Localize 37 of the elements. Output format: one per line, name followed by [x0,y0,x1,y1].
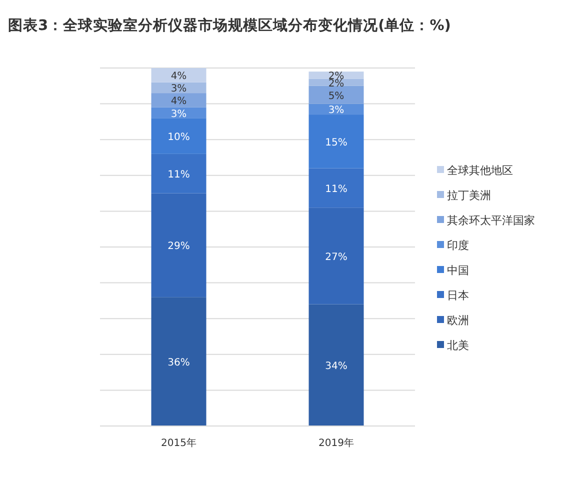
data-label: 34% [325,361,348,372]
legend-label: 中国 [447,264,469,277]
legend-label: 欧洲 [447,314,469,327]
data-label: 4% [170,96,187,108]
x-tick-label: 2015年 [161,437,196,449]
data-label: 11% [168,170,190,181]
legend-label: 全球其他地区 [447,164,513,177]
bar [308,86,364,104]
bar [151,193,206,298]
bar [308,168,364,208]
data-label: 4% [170,71,187,82]
data-label: 10% [168,132,190,144]
data-label: 27% [325,252,348,263]
chart-title: 图表3：全球实验室分析仪器市场规模区域分布变化情况(单位：%) [8,16,451,34]
legend-label: 北美 [447,339,469,352]
legend-label: 拉丁美洲 [447,189,491,202]
legend-label: 印度 [447,239,469,252]
x-tick-label: 2019年 [318,437,354,449]
data-label: 5% [328,90,344,102]
data-label: 3% [170,84,187,95]
data-label: 36% [168,358,190,369]
bar [151,93,206,108]
data-label: 11% [325,184,348,195]
legend-label: 其余环太平洋国家 [447,214,535,227]
bar [308,208,364,304]
bar [151,118,206,154]
bar [308,78,364,86]
bar [151,68,206,82]
data-label: 3% [170,108,187,120]
data-label: 15% [325,137,348,148]
bar [151,297,206,426]
data-label: 29% [168,241,190,252]
data-label: 3% [328,105,344,116]
bar [308,304,364,426]
legend-label: 日本 [447,289,469,302]
bar [151,154,206,194]
bar [308,114,364,168]
